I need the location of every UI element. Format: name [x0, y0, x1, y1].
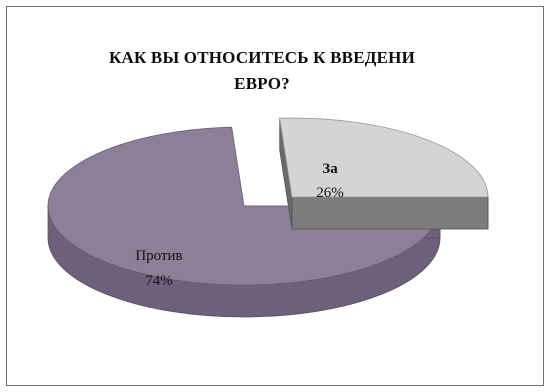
chart-frame: КАК ВЫ ОТНОСИТЕСЬ К ВВЕДЕНИ ЕВРО? За 26%… — [6, 6, 544, 386]
chart-title: КАК ВЫ ОТНОСИТЕСЬ К ВВЕДЕНИ ЕВРО? — [27, 45, 497, 97]
pie-slice-za-top — [279, 117, 489, 198]
pie-slice-za — [279, 117, 489, 230]
pie-slice-za-side — [291, 196, 489, 230]
pie-value-protiv: 74% — [145, 273, 173, 289]
pie-label-za: За — [322, 161, 338, 177]
pie-value-za: 26% — [316, 185, 344, 201]
chart-title-line-2: ЕВРО? — [234, 74, 290, 93]
pie-label-protiv: Против — [135, 248, 182, 264]
pie-slice-protiv-top — [47, 126, 441, 286]
pie-chart: За 26% Против 74% — [47, 117, 489, 318]
chart-title-line-1: КАК ВЫ ОТНОСИТЕСЬ К ВВЕДЕНИ — [108, 48, 416, 67]
